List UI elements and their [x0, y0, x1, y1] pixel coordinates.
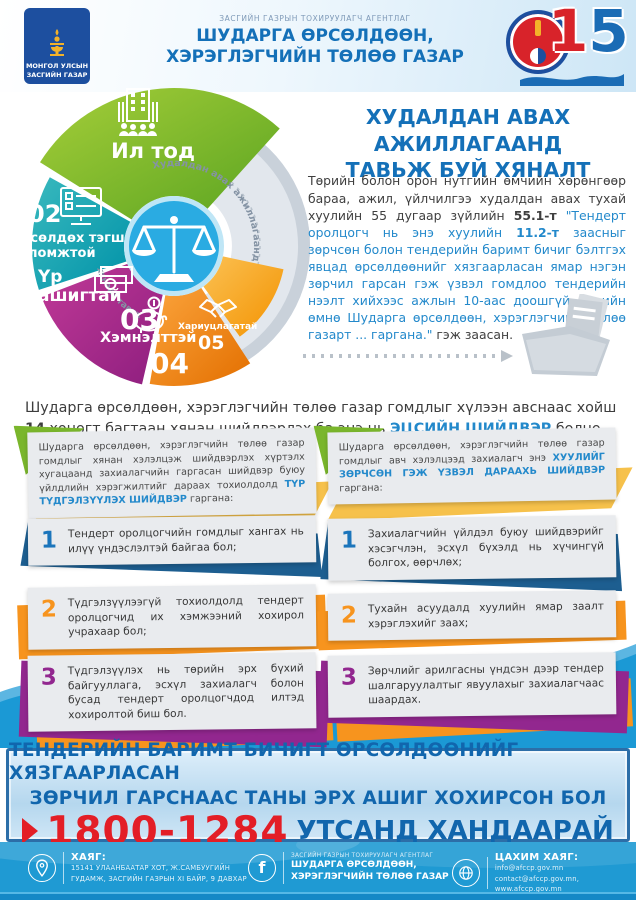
government-logo: МОНГОЛ УЛСЫН ЗАСГИЙН ГАЗАР: [24, 8, 90, 84]
scales-icon: [132, 216, 216, 282]
procurement-principles-wheel: Худалдан авах ажиллагаанд хяналт тавих 0…: [2, 84, 346, 404]
item-number: 1: [340, 527, 358, 554]
segment-khariutslagatai: [203, 256, 284, 337]
location-pin-icon: [28, 854, 56, 883]
wave-icon: [520, 74, 624, 86]
item-text: Зөрчлийг арилгасны үндсэн дээр тендер ша…: [367, 662, 605, 707]
item-text: Түдгэлзүүлэх нь төрийн эрх бүхий байгуул…: [67, 662, 305, 722]
law-quote-paragraph: Төрийн болон орон нутгийн өмчийн хөрөнгө…: [308, 173, 626, 343]
item-number: 3: [340, 664, 358, 691]
segment-label-orsoldokh: Өрсөлдөх тэгш боломжтой: [10, 231, 125, 261]
segment-ur-ashigtai: [41, 263, 163, 385]
soyombo-icon: [50, 29, 64, 57]
segment-label-khariutslagatai: Хариуцлагатай: [178, 322, 258, 332]
item-number: 1: [40, 527, 58, 554]
footer-bottom-strip: [0, 892, 636, 900]
item-text: Тендерт оролцогчийн гомдлыг хангах нь ил…: [67, 525, 304, 555]
address-line: ГУДАМЖ, ЗАСГИЙН ГАЗРЫН XI БАЙР, 9 ДАВХАР: [71, 874, 247, 883]
item-number: 2: [340, 602, 358, 629]
address-line: 15141 УЛААНБААТАР ХОТ, Ж.САМБУУГИЙН: [71, 864, 231, 872]
agency-title-block: ЗАСГИЙН ГАЗРЫН ТОХИРУУЛАГЧ АГЕНТЛАГ ШУДА…: [140, 14, 490, 67]
left-item-1: 1 Тендерт оролцогчийн гомдлыг хангах нь …: [27, 515, 317, 566]
handshake-icon: [199, 299, 237, 318]
item-number: 3: [40, 664, 57, 691]
right-column-header-card: Шударга өрсөлдөөн, хэрэглэгчийн төлөө га…: [327, 427, 617, 505]
segment-il-tod: [40, 88, 280, 220]
segment-khemnelttei: [149, 287, 251, 387]
address-title: ХАЯГ:: [71, 852, 107, 863]
banner-line-2: ЗӨРЧИЛ ГАРСНААС ТАНЫ ЭРХ АШИГ ХОХИРСОН Б…: [29, 787, 607, 809]
web-title: ЦАХИМ ХАЯГ:: [494, 852, 579, 863]
footer-address-section: ХАЯГ: 15141 УЛААНБААТАР ХОТ, Ж.САМБУУГИЙ…: [28, 852, 247, 885]
facebook-agency-name: ХЭРЭГЛЭГЧИЙН ТӨЛӨӨ ГАЗАР: [291, 872, 449, 882]
right-item-3: 3 Зөрчлийг арилгасны үндсэн дээр тендер …: [327, 652, 617, 718]
checklist-icon: [60, 187, 102, 225]
agency-type-label: ЗАСГИЙН ГАЗРЫН ТОХИРУУЛАГЧ АГЕНТЛАГ: [219, 14, 411, 23]
segment-label-khemnelttei: Хэмнэлттэй: [100, 330, 197, 346]
wheel-graphic: Худалдан авах ажиллагаанд хяналт тавих: [31, 88, 311, 387]
header: МОНГОЛ УЛСЫН ЗАСГИЙН ГАЗАР ЗАСГИЙН ГАЗРЫ…: [0, 0, 636, 92]
anniversary-number: 15: [548, 0, 629, 65]
left-item-2: 2 Түдгэлзүүлээгүй тохиолдолд тендерт оро…: [27, 584, 317, 650]
banner-line-1: ТЕНДЕРИЙН БАРИМТ БИЧИГТ ӨРСӨЛДӨӨНИЙГ ХЯЗ…: [9, 740, 519, 785]
footer-facebook-section: f ЗАСГИЙН ГАЗРЫН ТОХИРУУЛАГЧ АГЕНТЛАГ ШУ…: [248, 852, 449, 884]
divider: [63, 852, 64, 885]
segment-number-01: 01: [28, 97, 70, 132]
money-icon: [94, 266, 133, 293]
arrow-icon: [22, 818, 39, 845]
left-column-header-card: Шударга өрсөлдөөн, хэрэглэгчийн төлөө га…: [27, 427, 317, 519]
item-text: Тухайн асуудалд хуулийн ямар заалт хэрэг…: [367, 600, 604, 630]
divider: [283, 852, 284, 884]
right-item-1: 1 Захиалагчийн үйлдэл буюу шийдвэрийг хэ…: [327, 515, 617, 581]
facebook-agency-name: ШУДАРГА ӨРСӨЛДӨӨН,: [291, 859, 417, 870]
building-icon: [118, 88, 158, 136]
footer: ХАЯГ: 15141 УЛААНБААТАР ХОТ, Ж.САМБУУГИЙ…: [0, 842, 636, 900]
segment-number-02: 02: [28, 200, 62, 228]
item-number: 2: [40, 596, 58, 623]
segment-label-il-tod: Ил тод: [111, 139, 195, 163]
left-header-text: Шударга өрсөлдөөн, хэрэглэгчийн төлөө га…: [38, 437, 306, 508]
segment-orsoldokh: [31, 177, 131, 290]
right-item-2: 2 Тухайн асуудалд хуулийн ямар заалт хэр…: [327, 590, 617, 641]
web-line: contact@afccp.gov.mn, www.afccp.gov.mn: [494, 874, 580, 894]
right-header-text: Шударга өрсөлдөөн, хэрэглэгчийн төлөө га…: [338, 437, 606, 495]
hotline-banner: ТЕНДЕРИЙН БАРИМТ БИЧИГТ ӨРСӨЛДӨӨНИЙГ ХЯЗ…: [6, 740, 630, 851]
footer-web-section: ЦАХИМ ХАЯГ: info@afccp.gov.mn contact@af…: [452, 852, 636, 895]
dotted-arrow: [303, 350, 513, 362]
web-line: info@afccp.gov.mn: [494, 864, 564, 872]
facebook-agency-type: ЗАСГИЙН ГАЗРЫН ТОХИРУУЛАГЧ АГЕНТЛАГ: [291, 852, 434, 859]
item-text: Түдгэлзүүлээгүй тохиолдолд тендерт оролц…: [67, 594, 305, 639]
government-logo-text: МОНГОЛ УЛСЫН ЗАСГИЙН ГАЗАР: [25, 62, 89, 79]
agency-name: ШУДАРГА ӨРСӨЛДӨӨН, ХЭРЭГЛЭГЧИЙН ТӨЛӨӨ ГА…: [166, 26, 464, 67]
piggybank-icon: [134, 296, 168, 333]
globe-icon: [452, 859, 480, 888]
agency-seal-icon: [506, 10, 570, 74]
segment-number-05: 05: [198, 332, 225, 354]
anniversary-emblem: 15: [506, 2, 629, 86]
folder-documents-icon: [522, 294, 610, 376]
segment-number-04: 04: [150, 347, 189, 380]
hotline-suffix: УТСАНД ХАНДААРАЙ: [296, 816, 614, 847]
page-title: ХУДАЛДАН АВАХ АЖИЛЛАГААНД ТАВЬЖ БУЙ ХЯНА…: [345, 105, 591, 183]
left-item-3: 3 Түдгэлзүүлэх нь төрийн эрх бүхий байгу…: [27, 652, 317, 733]
facebook-icon: f: [248, 854, 276, 882]
item-text: Захиалагчийн үйлдэл буюу шийдвэрийг хэсэ…: [367, 525, 605, 570]
divider: [487, 857, 488, 890]
